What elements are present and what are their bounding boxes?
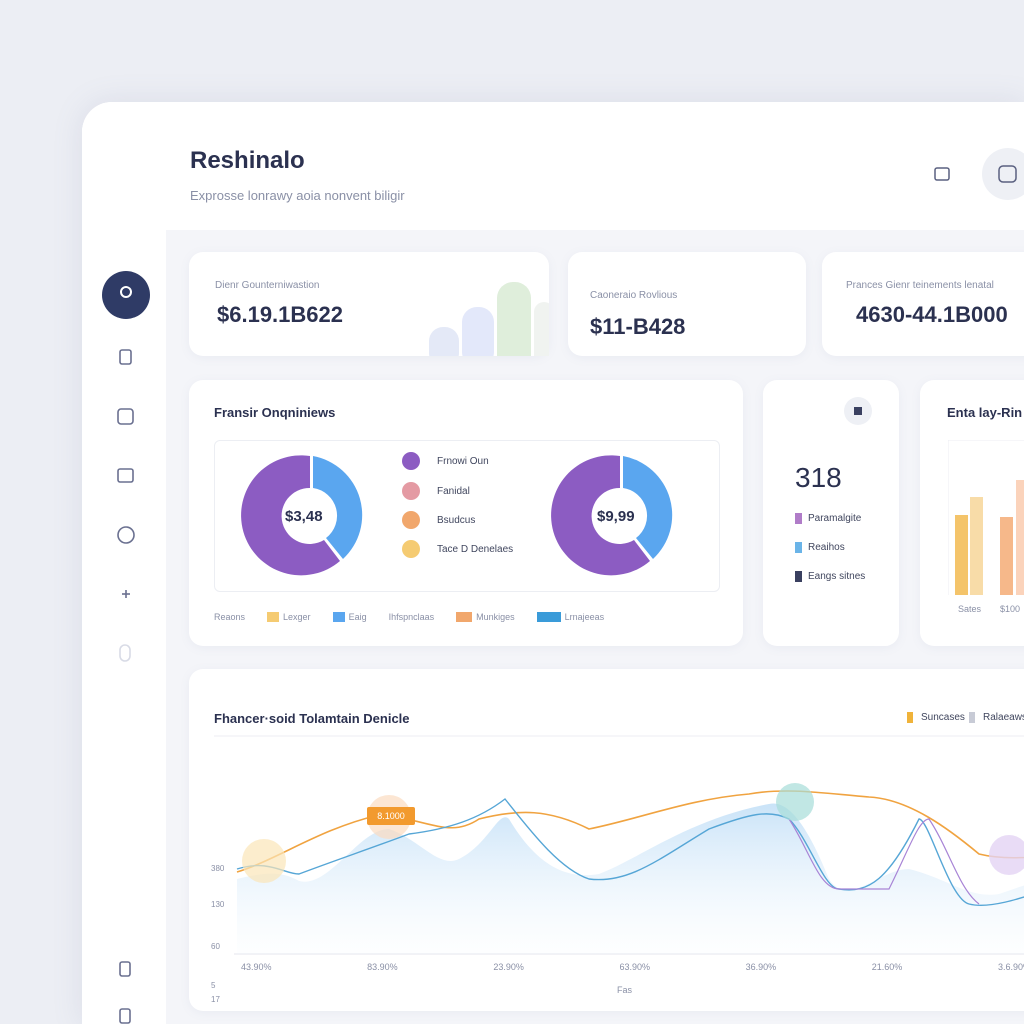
- x-tick-label: 3.6.90%: [997, 962, 1024, 972]
- panel-title: Fhancer·soid Tolamtain Denicle: [214, 711, 410, 726]
- legend-item: Suncases: [907, 712, 965, 723]
- kpi-label: Caoneraio Rovlious: [590, 290, 678, 301]
- legend-item: Frnowi Oun: [437, 456, 489, 467]
- x-axis-labels: 43.90% 83.90% 23.90% 63.90% 36.90% 21.60% 3.6.…: [241, 962, 1024, 972]
- app-window: Reshinalo Exprosse lonrawy aoia nonvent …: [82, 102, 1024, 1024]
- legend-item: Eangs sitnes: [795, 571, 865, 582]
- legend-item: Paramalgite: [795, 513, 861, 524]
- annotation: 8.1000: [377, 811, 405, 821]
- donut-label: $3,48: [285, 508, 323, 525]
- legend-item: Ralaeaws: [969, 712, 1024, 723]
- kpi-value: $6.19.1B622: [217, 302, 343, 327]
- page-title: Reshinalo: [190, 147, 305, 174]
- icon-button[interactable]: [934, 167, 950, 181]
- page-subtitle: Exprosse lonrawy aoia nonvent biligir: [190, 188, 405, 203]
- decor-bars: [429, 282, 549, 356]
- donut-label: $9,99: [597, 508, 635, 525]
- panel-title: Enta lay-Rin: [947, 405, 1023, 420]
- icon[interactable]: [117, 468, 134, 483]
- kpi-label: Prances Gienr teinements lenatal: [846, 280, 994, 291]
- kpi-label: Dienr Gounterniwastion: [215, 280, 320, 291]
- axis-label: Sates: [958, 604, 982, 614]
- icon[interactable]: [117, 526, 135, 544]
- sidebar-icons: [102, 159, 150, 1024]
- x-tick-label: 21.60%: [871, 962, 903, 972]
- x-tick-label: 83.90%: [367, 962, 398, 972]
- legend-item: Lrnajeeas: [536, 612, 604, 622]
- kpi-card: Caoneraio Rovlious $11-B428: [568, 252, 806, 356]
- active-icon[interactable]: [102, 271, 150, 319]
- x-tick-label: 43.90%: [241, 962, 272, 972]
- stat-value: 318: [795, 462, 842, 493]
- legend-item: Lexger: [267, 612, 311, 622]
- x-tick-label: 36.90%: [745, 962, 777, 972]
- stat-icon[interactable]: [843, 396, 873, 426]
- y-tick-label: 380: [211, 864, 225, 873]
- side-chart: [948, 440, 1024, 595]
- x-tick-label: 23.90%: [493, 962, 524, 972]
- side-chart-panel: Enta lay-Rin Sates $100: [920, 380, 1024, 646]
- legend-item: Reaons: [214, 612, 246, 622]
- kpi-card: Dienr Gounterniwastion $6.19.1B622: [189, 252, 549, 356]
- kpi-card: Prances Gienr teinements lenatal 4630-44…: [822, 252, 1024, 356]
- panel-title: Fransir Onqniniews: [214, 405, 336, 420]
- sidebar: [82, 102, 166, 1024]
- overview-panel: Fransir Onqniniews $3,48 $9,99 Frnowi Ou…: [189, 380, 743, 646]
- legend-item: Fanidal: [437, 486, 470, 497]
- icon[interactable]: [119, 349, 132, 365]
- axis-label: $100: [1000, 604, 1021, 614]
- legend-item: Eaig: [332, 612, 367, 622]
- kpi-value: 4630-44.1B000: [856, 302, 1008, 327]
- trend-panel: Fhancer·soid Tolamtain Denicle Suncases …: [189, 669, 1024, 1011]
- trend-chart: [214, 735, 1024, 955]
- header-actions: [934, 148, 1024, 200]
- avatar-button[interactable]: [982, 148, 1024, 200]
- legend-item: Ihfspnclaas: [388, 612, 435, 622]
- header: Reshinalo Exprosse lonrawy aoia nonvent …: [82, 102, 1024, 230]
- y-tick-label: 130: [211, 900, 225, 909]
- x-tick-label: 63.90%: [619, 962, 650, 972]
- icon[interactable]: [117, 408, 134, 425]
- y-tick-label: 17: [211, 995, 220, 1004]
- footer-legend: Reaons Lexger Eaig Ihfspnclaas Munkiges …: [214, 612, 604, 622]
- legend-item: Tace D Denelaes: [437, 544, 514, 555]
- legend-item: Bsudcus: [437, 515, 476, 526]
- x-axis-title: Fas: [617, 985, 633, 995]
- y-tick-label: 5: [211, 981, 216, 990]
- kpi-value: $11-B428: [590, 314, 686, 339]
- stat-panel: 318 Paramalgite Reaihos Eangs sitnes: [763, 380, 899, 646]
- donuts: [241, 452, 673, 576]
- legend-item: Munkiges: [456, 612, 515, 622]
- donut-area: $3,48 $9,99 Frnowi Oun Fanidal Bsudcus T…: [214, 440, 720, 592]
- y-tick-label: 60: [211, 942, 220, 951]
- legend-item: Reaihos: [795, 542, 845, 553]
